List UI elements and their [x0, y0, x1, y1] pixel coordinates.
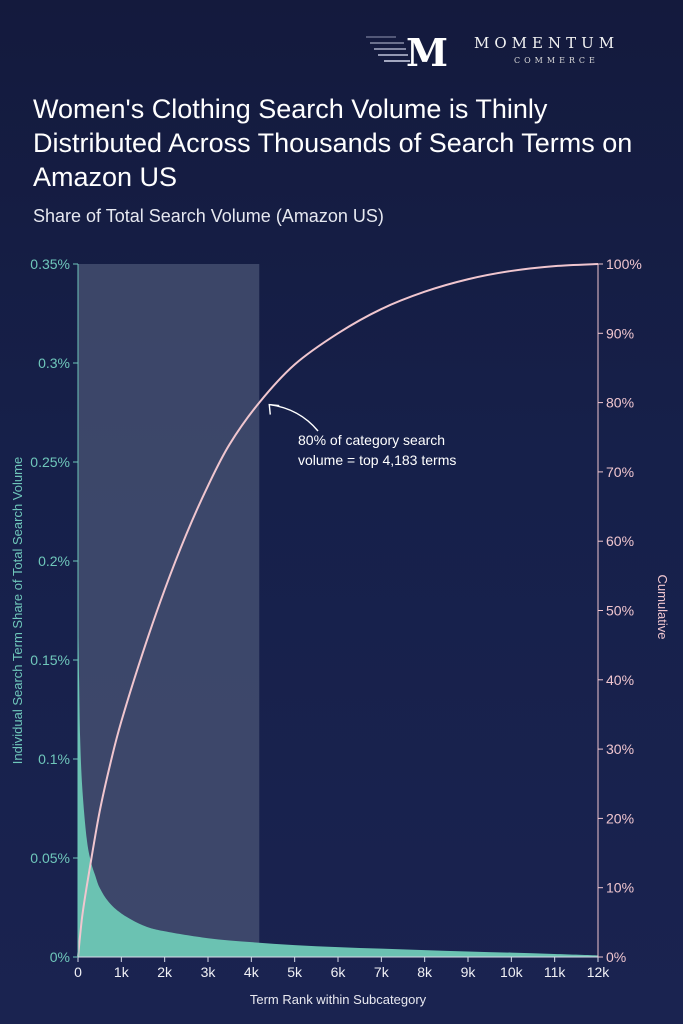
- brand-tagline: COMMERCE: [514, 56, 599, 65]
- y-left-tick-label: 0.1%: [38, 751, 70, 767]
- x-tick-label: 12k: [587, 964, 611, 980]
- y-right-tick-label: 0%: [606, 949, 626, 965]
- y-left-tick-label: 0%: [50, 949, 70, 965]
- x-tick-label: 11k: [544, 964, 567, 980]
- y-right-tick-label: 80%: [606, 395, 634, 411]
- y-left-tick-label: 0.3%: [38, 355, 70, 371]
- annotation-text-line1: 80% of category search: [298, 432, 445, 448]
- y-right-tick-label: 50%: [606, 603, 634, 619]
- logo-mark-icon: M: [366, 30, 448, 70]
- y-left-tick-label: 0.35%: [30, 256, 70, 272]
- x-tick-label: 1k: [114, 964, 130, 980]
- individual-share-area: [78, 600, 598, 957]
- x-tick-label: 10k: [500, 964, 524, 980]
- y-right-tick-label: 20%: [606, 810, 634, 826]
- x-tick-label: 5k: [287, 964, 303, 980]
- y-left-tick-label: 0.25%: [30, 454, 70, 470]
- x-axis-label: Term Rank within Subcategory: [250, 992, 427, 1007]
- x-tick-label: 7k: [374, 964, 390, 980]
- y-right-tick-label: 10%: [606, 880, 634, 896]
- annotation-arrow: [269, 403, 319, 432]
- brand-name: MOMENTUM: [474, 34, 620, 52]
- x-tick-label: 6k: [331, 964, 347, 980]
- x-tick-label: 0: [74, 964, 82, 980]
- logo-letter: M: [406, 30, 448, 70]
- brand-logo: M MOMENTUM COMMERCE: [362, 30, 662, 70]
- y-right-tick-label: 100%: [606, 256, 642, 272]
- cumulative-line: [77, 263, 599, 958]
- chart-title: Women's Clothing Search Volume is Thinly…: [33, 94, 633, 192]
- x-tick-label: 2k: [157, 964, 173, 980]
- highlight-band: [78, 264, 260, 957]
- chart-subtitle: Share of Total Search Volume (Amazon US): [33, 206, 384, 226]
- y-right-tick-label: 40%: [606, 672, 634, 688]
- y-left-axis-label: Individual Search Term Share of Total Se…: [10, 457, 25, 764]
- x-tick-label: 3k: [201, 964, 217, 980]
- annotation-arrowhead-icon: [268, 403, 280, 415]
- y-right-axis-label: Cumulative: [655, 574, 670, 639]
- y-right-tick-label: 60%: [606, 533, 634, 549]
- x-tick-label: 9k: [461, 964, 477, 980]
- y-right-tick-label: 30%: [606, 741, 634, 757]
- annotation-text-line2: volume = top 4,183 terms: [298, 452, 456, 468]
- x-tick-label: 4k: [244, 964, 260, 980]
- x-tick-label: 8k: [417, 964, 433, 980]
- y-left-tick-label: 0.05%: [30, 850, 70, 866]
- y-right-tick-label: 70%: [606, 464, 634, 480]
- y-right-tick-label: 90%: [606, 325, 634, 341]
- y-left-tick-label: 0.2%: [38, 553, 70, 569]
- y-left-tick-label: 0.15%: [30, 652, 70, 668]
